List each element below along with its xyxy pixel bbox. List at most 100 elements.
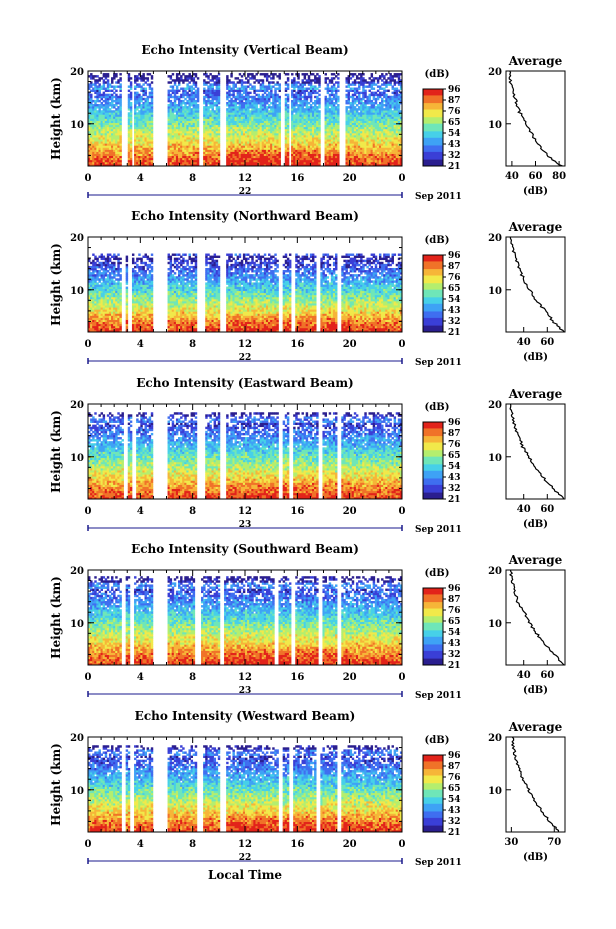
heatmap-cell <box>383 139 385 141</box>
heatmap-cell <box>203 129 205 131</box>
heatmap-cell <box>195 112 197 114</box>
heatmap-cell <box>371 147 373 149</box>
heatmap-cell <box>278 131 280 133</box>
heatmap-cell <box>329 79 331 81</box>
heatmap-cell <box>111 123 113 125</box>
heatmap-cell <box>182 149 184 151</box>
heatmap-cell <box>138 123 140 125</box>
heatmap-cell <box>278 139 280 141</box>
heatmap-cell <box>130 141 132 143</box>
heatmap-cell <box>366 112 368 114</box>
heatmap-cell <box>260 129 262 131</box>
heatmap-cell <box>356 141 358 143</box>
heatmap-cell <box>274 143 276 145</box>
heatmap-cell <box>96 143 98 145</box>
heatmap-cell <box>182 116 184 118</box>
heatmap-cell <box>105 152 107 154</box>
heatmap-cell <box>274 98 276 100</box>
heatmap-cell <box>119 96 121 98</box>
heatmap-cell <box>180 137 182 139</box>
heatmap-cell <box>383 104 385 106</box>
heatmap-cell <box>115 75 117 77</box>
heatmap-cell <box>272 102 274 104</box>
heatmap-cell <box>268 135 270 137</box>
heatmap-cell <box>98 131 100 133</box>
heatmap-cell <box>197 98 199 100</box>
heatmap-cell <box>396 137 398 139</box>
heatmap-cell <box>335 137 337 139</box>
heatmap-cell <box>130 106 132 108</box>
heatmap-cell <box>105 110 107 112</box>
heatmap-cell <box>306 104 308 106</box>
heatmap-cell <box>96 154 98 156</box>
heatmap-cell <box>239 102 241 104</box>
heatmap-cell <box>193 108 195 110</box>
heatmap-cell <box>325 108 327 110</box>
heatmap-cell <box>168 125 170 127</box>
heatmap-cell <box>128 90 130 92</box>
heatmap-cell <box>260 125 262 127</box>
heatmap-cell <box>186 141 188 143</box>
heatmap-cell <box>92 156 94 158</box>
heatmap-cell <box>302 123 304 125</box>
heatmap-cell <box>113 75 115 77</box>
heatmap-cell <box>195 154 197 156</box>
heatmap-cell <box>214 119 216 121</box>
heatmap-cell <box>396 135 398 137</box>
heatmap-cell <box>209 112 211 114</box>
heatmap-cell <box>383 92 385 94</box>
heatmap-cell <box>168 75 170 77</box>
heatmap-cell <box>308 81 310 83</box>
heatmap-cell <box>308 149 310 151</box>
heatmap-cell <box>364 119 366 121</box>
heatmap-cell <box>314 125 316 127</box>
heatmap-cell <box>394 158 396 160</box>
heatmap-cell <box>98 77 100 79</box>
heatmap-cell <box>335 112 337 114</box>
heatmap-cell <box>145 162 147 164</box>
heatmap-cell <box>274 110 276 112</box>
heatmap-cell <box>230 154 232 156</box>
heatmap-cell <box>216 112 218 114</box>
heatmap-cell <box>130 119 132 121</box>
heatmap-cell <box>398 127 400 129</box>
heatmap-cell <box>119 108 121 110</box>
heatmap-cell <box>241 162 243 164</box>
heatmap-cell <box>147 116 149 118</box>
heatmap-cell <box>389 119 391 121</box>
heatmap-cell <box>366 154 368 156</box>
heatmap-cell <box>111 81 113 83</box>
heatmap-cell <box>193 77 195 79</box>
heatmap-cell <box>117 156 119 158</box>
heatmap-cell <box>195 131 197 133</box>
heatmap-cell <box>239 96 241 98</box>
heatmap-cell <box>253 102 255 104</box>
heatmap-cell <box>90 141 92 143</box>
heatmap-cell <box>216 81 218 83</box>
heatmap-cell <box>295 129 297 131</box>
heatmap-cell <box>128 100 130 102</box>
heatmap-cell <box>383 141 385 143</box>
heatmap-cell <box>297 94 299 96</box>
heatmap-cell <box>356 135 358 137</box>
heatmap-cell <box>149 110 151 112</box>
heatmap-cell <box>111 125 113 127</box>
heatmap-cell <box>354 112 356 114</box>
heatmap-cell <box>356 108 358 110</box>
heatmap-cell <box>392 145 394 147</box>
heatmap-cell <box>270 110 272 112</box>
heatmap-cell <box>101 141 103 143</box>
heatmap-cell <box>178 160 180 162</box>
heatmap-cell <box>90 156 92 158</box>
heatmap-cell <box>241 143 243 145</box>
heatmap-cell <box>295 100 297 102</box>
heatmap-cell <box>312 147 314 149</box>
heatmap-cell <box>149 92 151 94</box>
heatmap-cell <box>147 149 149 151</box>
heatmap-cell <box>255 94 257 96</box>
heatmap-cell <box>274 141 276 143</box>
heatmap-cell <box>360 127 362 129</box>
heatmap-cell <box>228 133 230 135</box>
heatmap-cell <box>191 92 193 94</box>
heatmap-cell <box>117 102 119 104</box>
